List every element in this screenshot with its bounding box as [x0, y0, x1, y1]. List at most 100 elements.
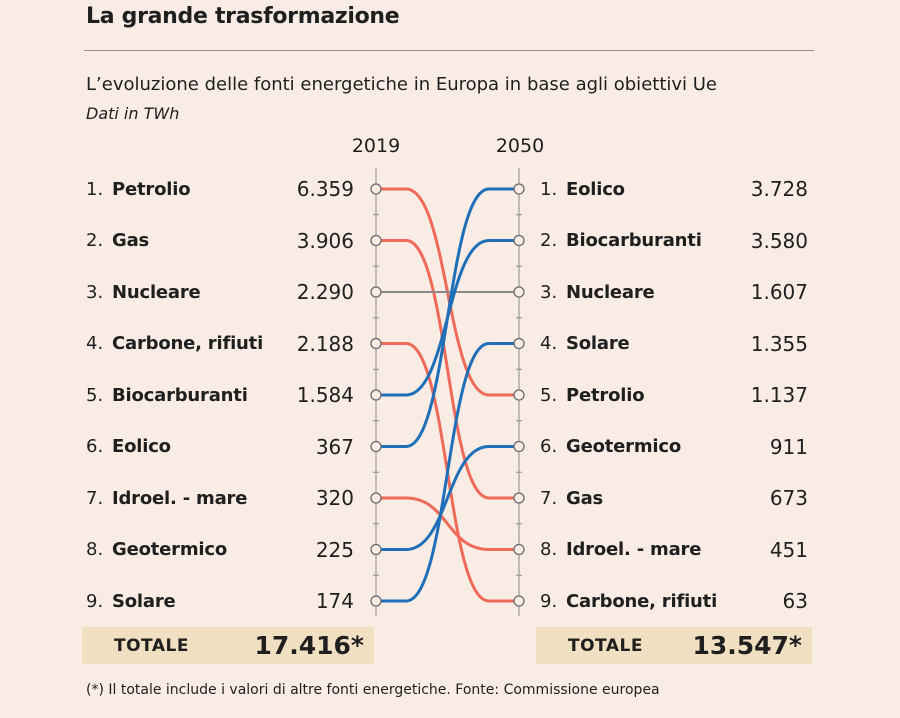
footnote: (*) Il totale include i valori di altre …	[86, 682, 660, 698]
node-2019	[370, 492, 382, 504]
node-2050	[513, 543, 525, 556]
rank-row-left: 2. Gas 3.906	[86, 226, 354, 256]
rank-number: 7.	[540, 487, 558, 509]
title-divider	[84, 50, 814, 51]
rank-number: 3.	[540, 281, 558, 303]
source-value: 367	[315, 434, 354, 459]
rank-row-right: 2. Biocarburanti 3.580	[540, 226, 808, 256]
node-2019	[370, 543, 382, 556]
source-value: 911	[769, 434, 808, 459]
rank-row-left: 8. Geotermico 225	[86, 535, 354, 565]
link-eolico	[374, 187, 521, 448]
rank-row-left: 1. Petrolio 6.359	[86, 174, 354, 204]
link-geotermico	[374, 445, 521, 551]
rank-number: 4.	[86, 333, 104, 354]
rank-number: 2.	[540, 230, 558, 251]
rank-row-right: 3. Nucleare 1.607	[540, 277, 808, 307]
rank-number: 5.	[86, 384, 104, 406]
source-value: 2.188	[296, 331, 354, 356]
source-value: 6.359	[296, 177, 354, 201]
source-name: Gas	[112, 230, 150, 251]
node-2019	[370, 286, 382, 298]
node-2050	[513, 389, 525, 401]
source-value: 174	[315, 589, 354, 613]
source-name: Idroel. - mare	[112, 487, 248, 509]
rank-number: 6.	[86, 436, 104, 457]
rank-number: 4.	[540, 333, 558, 354]
rank-number: 2.	[86, 230, 104, 251]
source-value: 451	[769, 537, 808, 562]
node-2050	[513, 595, 525, 607]
source-value: 1.137	[750, 383, 808, 407]
rank-row-left: 4. Carbone, rifiuti 2.188	[86, 329, 354, 359]
node-2019	[370, 234, 382, 247]
total-label: TOTALE	[568, 635, 643, 656]
node-2050	[513, 286, 525, 298]
rank-row-left: 9. Solare 174	[86, 586, 354, 616]
node-2050	[513, 183, 525, 195]
node-2019	[370, 440, 382, 453]
total-2019-value: 17.416*	[254, 631, 364, 660]
rank-row-right: 7. Gas 673	[540, 483, 808, 513]
rank-row-right: 5. Petrolio 1.137	[540, 380, 808, 410]
rank-number: 7.	[86, 487, 104, 509]
rank-number: 3.	[86, 281, 104, 303]
node-2019	[370, 389, 382, 401]
rank-row-left: 7. Idroel. - mare 320	[86, 483, 354, 513]
source-name: Idroel. - mare	[566, 539, 702, 560]
link-idroel-mare	[374, 496, 521, 551]
source-value: 3.580	[750, 228, 808, 253]
source-name: Carbone, rifiuti	[112, 333, 264, 354]
year-label-2019: 2019	[351, 135, 401, 157]
link-gas	[374, 239, 521, 500]
total-2050-box: TOTALE 13.547*	[536, 627, 812, 664]
source-value: 2.290	[296, 280, 354, 304]
source-value: 1.607	[750, 280, 808, 304]
rank-row-left: 3. Nucleare 2.290	[86, 277, 354, 307]
rank-row-left: 5. Biocarburanti 1.584	[86, 380, 354, 410]
source-name: Gas	[566, 487, 604, 509]
source-value: 320	[315, 486, 354, 510]
rank-row-right: 9. Carbone, rifiuti 63	[540, 586, 808, 616]
total-label: TOTALE	[114, 635, 189, 656]
rank-number: 6.	[540, 436, 558, 457]
source-name: Geotermico	[566, 436, 682, 457]
node-2050	[513, 337, 525, 350]
source-value: 673	[769, 486, 808, 510]
source-value: 1.355	[750, 331, 808, 356]
rank-number: 9.	[540, 590, 558, 612]
source-name: Petrolio	[112, 178, 191, 200]
source-name: Eolico	[112, 436, 171, 457]
node-2019	[370, 183, 382, 195]
source-value: 3.906	[296, 228, 354, 253]
source-value: 1.584	[296, 383, 354, 407]
rank-row-right: 6. Geotermico 911	[540, 432, 808, 462]
link-solare	[374, 342, 521, 603]
source-value: 63	[782, 589, 808, 613]
source-name: Solare	[566, 333, 630, 354]
node-2050	[513, 234, 525, 247]
source-name: Nucleare	[112, 281, 201, 303]
rank-row-left: 6. Eolico 367	[86, 432, 354, 462]
source-name: Eolico	[566, 178, 625, 200]
rank-row-right: 4. Solare 1.355	[540, 329, 808, 359]
node-2050	[513, 492, 525, 504]
rank-number: 1.	[540, 178, 558, 200]
rank-number: 9.	[86, 590, 104, 612]
source-name: Carbone, rifiuti	[566, 590, 718, 612]
source-name: Nucleare	[566, 281, 655, 303]
source-name: Solare	[112, 590, 176, 612]
source-value: 225	[315, 537, 354, 562]
source-value: 3.728	[750, 177, 808, 201]
chart-subtitle: L’evoluzione delle fonti energetiche in …	[86, 74, 718, 95]
rank-number: 5.	[540, 384, 558, 406]
rank-number: 1.	[86, 178, 104, 200]
node-2050	[513, 440, 525, 453]
rank-row-right: 1. Eolico 3.728	[540, 174, 808, 204]
year-label-2050: 2050	[495, 135, 545, 157]
unit-label: Dati in TWh	[86, 104, 180, 123]
node-2019	[370, 595, 382, 607]
source-name: Biocarburanti	[566, 230, 702, 251]
source-name: Geotermico	[112, 539, 228, 560]
